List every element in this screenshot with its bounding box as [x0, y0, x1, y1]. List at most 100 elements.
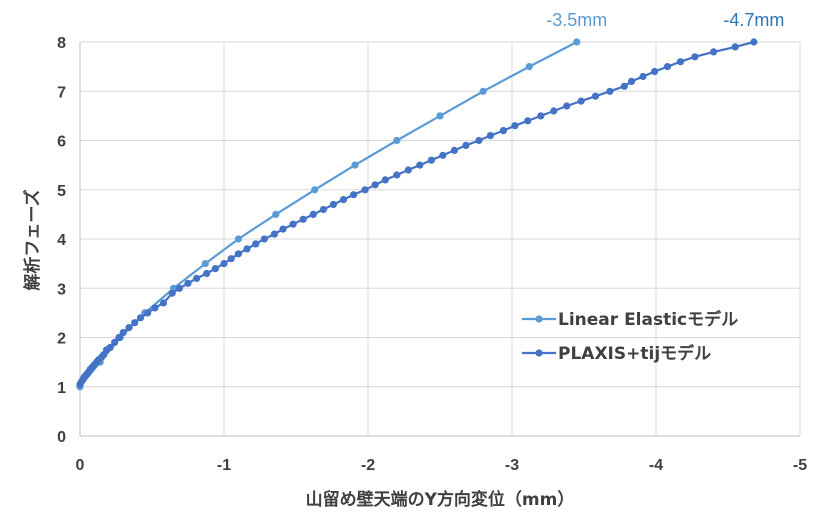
data-point	[193, 274, 201, 282]
data-point	[639, 72, 647, 81]
data-point	[329, 200, 337, 209]
axes	[79, 42, 800, 437]
data-point	[106, 343, 114, 351]
endpoint-annotation: -4.7mm	[723, 10, 784, 30]
data-point	[272, 210, 280, 218]
data-point	[111, 338, 119, 346]
data-point	[279, 225, 287, 233]
y-tick-label: 5	[57, 183, 66, 200]
data-point	[351, 161, 359, 169]
data-point	[289, 220, 297, 228]
data-point	[563, 102, 571, 110]
data-point	[211, 265, 219, 273]
data-point	[393, 171, 401, 179]
x-tick-label: -2	[361, 457, 375, 474]
annotations: -3.5mm -4.7mm	[546, 10, 784, 30]
data-point	[462, 141, 470, 149]
data-point	[427, 156, 435, 164]
data-point	[436, 112, 444, 120]
legend-label: Linear Elasticモデル	[558, 309, 738, 330]
data-point	[620, 82, 628, 90]
data-point	[159, 299, 168, 307]
data-point	[499, 127, 507, 135]
data-point	[416, 161, 424, 169]
y-axis-title: 解析フェーズ	[22, 189, 43, 290]
data-point	[184, 279, 192, 287]
data-point	[511, 122, 519, 130]
data-point	[524, 117, 532, 125]
legend-item: PLAXIS+tijモデル	[522, 343, 711, 364]
data-point	[381, 176, 389, 184]
data-point	[606, 87, 614, 95]
series-line	[79, 41, 578, 388]
data-point	[404, 166, 412, 174]
data-point	[525, 63, 533, 71]
data-point	[577, 97, 585, 105]
legend-item: Linear Elasticモデル	[522, 309, 738, 330]
data-point	[537, 112, 545, 120]
data-point	[475, 136, 483, 145]
y-tick-label: 0	[57, 429, 66, 446]
y-tick-label: 1	[57, 380, 66, 397]
data-point	[234, 235, 242, 243]
series-layer	[76, 38, 758, 391]
data-point	[731, 43, 739, 51]
data-point	[243, 245, 251, 253]
data-point	[439, 151, 447, 159]
data-point	[252, 240, 260, 248]
y-tick-label: 4	[57, 232, 66, 249]
data-point	[175, 284, 183, 292]
data-point	[573, 38, 581, 46]
data-point	[663, 63, 672, 71]
data-point	[234, 250, 242, 258]
series-line	[79, 40, 755, 385]
x-tick-label: -1	[217, 457, 231, 474]
data-point	[371, 181, 379, 189]
data-point	[311, 186, 319, 194]
gridlines	[80, 41, 801, 436]
y-tick-label: 8	[57, 35, 66, 52]
x-tick-label: -5	[793, 457, 807, 474]
data-point	[339, 196, 348, 204]
data-point	[220, 260, 228, 268]
data-point	[486, 132, 494, 140]
x-tick-label: -3	[505, 457, 519, 474]
data-point	[227, 255, 235, 263]
data-point	[691, 53, 699, 61]
data-point	[136, 314, 145, 322]
tick-labels: 0 -1 -2 -3 -4 -5 0 1 2 3 4 5 6 7 8	[57, 35, 807, 474]
legend-marker	[535, 349, 543, 357]
data-point	[710, 48, 718, 56]
legend-marker	[535, 315, 543, 323]
data-point	[201, 260, 209, 268]
data-point	[299, 215, 307, 223]
y-tick-label: 3	[57, 281, 66, 298]
data-point	[450, 146, 458, 154]
legend: Linear Elasticモデル PLAXIS+tijモデル	[522, 309, 738, 364]
data-point	[651, 67, 659, 76]
data-point	[260, 235, 268, 243]
data-point	[309, 210, 317, 218]
data-point	[550, 107, 558, 115]
data-point	[119, 329, 127, 337]
data-point	[319, 205, 327, 214]
data-point	[361, 186, 369, 194]
data-point	[168, 289, 176, 297]
y-tick-label: 7	[57, 84, 66, 101]
y-tick-label: 6	[57, 134, 66, 151]
y-tick-label: 2	[57, 331, 66, 348]
data-point	[750, 38, 758, 46]
x-tick-label: 0	[76, 457, 85, 474]
data-point	[627, 77, 636, 85]
data-point	[115, 333, 123, 342]
data-point	[479, 87, 487, 95]
data-point	[203, 269, 211, 278]
series-2	[76, 38, 758, 388]
data-point	[270, 230, 278, 238]
data-point	[131, 319, 139, 327]
x-tick-label: -4	[649, 457, 663, 474]
endpoint-annotation: -3.5mm	[546, 10, 607, 30]
legend-label: PLAXIS+tijモデル	[558, 343, 711, 364]
